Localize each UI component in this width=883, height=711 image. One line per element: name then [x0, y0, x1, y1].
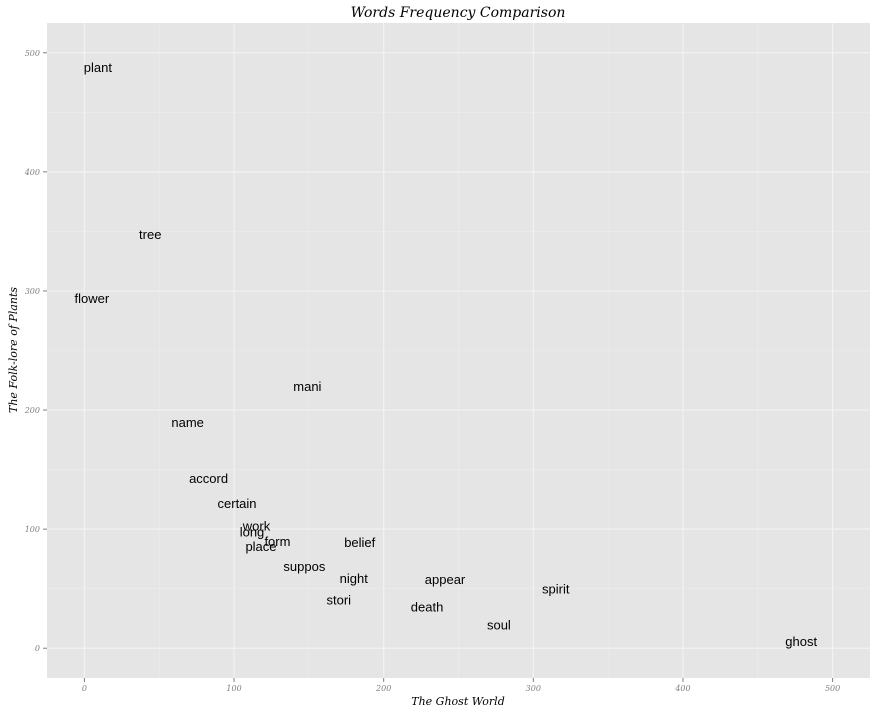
point-label-belief: belief — [344, 535, 375, 550]
point-label-mani: mani — [293, 379, 321, 394]
y-tick-label: 100 — [25, 525, 40, 534]
y-tick-label: 0 — [35, 644, 40, 653]
point-label-suppos: suppos — [283, 559, 325, 574]
x-tick-label: 200 — [375, 684, 391, 693]
grid-lines — [47, 23, 870, 678]
data-labels: plant tree flower mani name accord certain work… — [75, 60, 818, 649]
y-tick-label: 400 — [24, 168, 40, 177]
axis-ticks: 0 100 200 300 400 500 0 100 200 300 400 500 — [24, 49, 841, 693]
x-tick-label: 100 — [226, 684, 241, 693]
point-label-work: work — [242, 519, 271, 534]
point-label-tree: tree — [139, 227, 161, 242]
x-tick-label: 400 — [674, 684, 690, 693]
x-tick-label: 300 — [526, 684, 541, 693]
point-label-spirit: spirit — [542, 582, 570, 597]
point-label-certain: certain — [218, 496, 257, 511]
point-label-long: long — [240, 525, 265, 540]
point-label-place: place — [245, 539, 276, 554]
y-axis-label: The Folk-lore of Plants — [7, 287, 20, 413]
y-tick-label: 300 — [25, 287, 40, 296]
x-tick-label: 0 — [82, 684, 87, 693]
point-label-flower: flower — [75, 291, 110, 306]
x-axis-label: The Ghost World — [411, 695, 504, 708]
point-label-accord: accord — [189, 471, 228, 486]
y-tick-label: 500 — [25, 49, 40, 58]
y-tick-label: 200 — [24, 406, 40, 415]
x-tick-label: 500 — [825, 684, 840, 693]
point-label-stori: stori — [327, 592, 352, 607]
point-label-appear: appear — [425, 572, 466, 587]
point-label-form: form — [264, 534, 290, 549]
point-label-death: death — [411, 600, 444, 615]
point-label-soul: soul — [487, 617, 511, 632]
point-label-ghost: ghost — [785, 634, 817, 649]
point-label-plant: plant — [84, 60, 113, 75]
point-label-name: name — [171, 415, 204, 430]
point-label-night: night — [340, 571, 369, 586]
chart-title: Words Frequency Comparison — [351, 5, 566, 21]
